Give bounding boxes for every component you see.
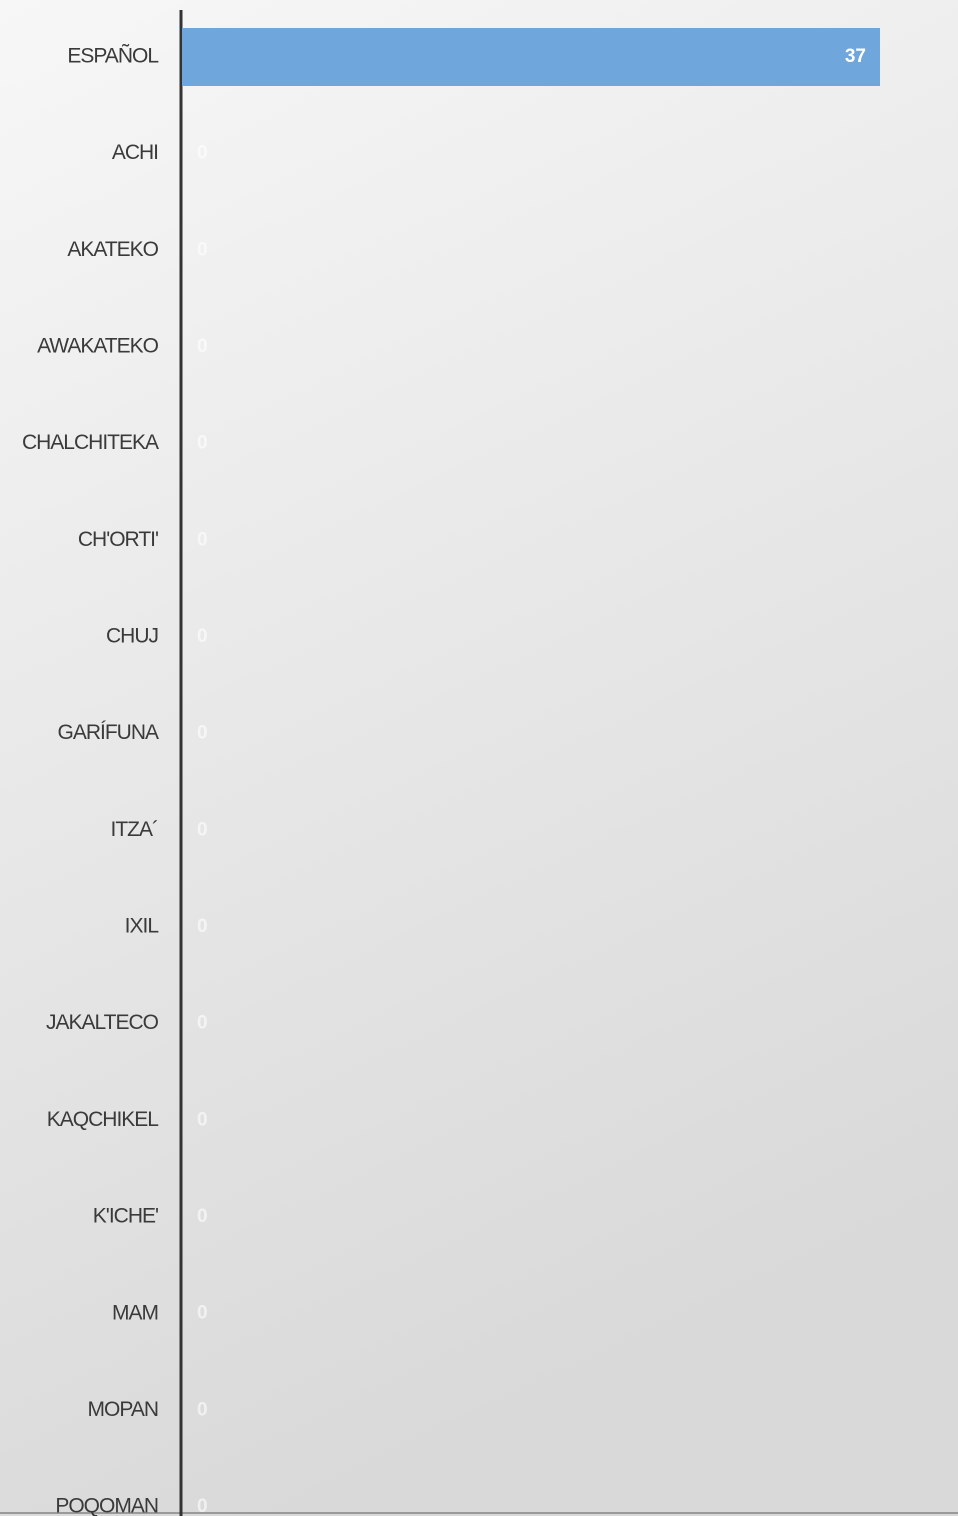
category-label: AWAKATEKO: [37, 335, 159, 358]
value-label: 0: [197, 143, 208, 164]
value-label: 0: [197, 1206, 208, 1227]
value-label: 0: [197, 819, 208, 840]
category-label: MOPAN: [88, 1398, 158, 1421]
value-label: 37: [845, 46, 866, 67]
value-label: 0: [197, 529, 208, 550]
category-label: CH'ORTI': [78, 528, 158, 551]
value-label: 0: [197, 1303, 208, 1324]
category-label: CHUJ: [106, 625, 158, 648]
value-label: 0: [197, 239, 208, 260]
value-label: 0: [197, 433, 208, 454]
value-label: 0: [197, 723, 208, 744]
value-label: 0: [197, 1013, 208, 1034]
value-label: 0: [197, 626, 208, 647]
category-label: ITZA´: [111, 818, 159, 841]
category-label: GARÍFUNA: [57, 721, 159, 744]
category-label: POQOMAN: [55, 1495, 158, 1516]
category-label: CHALCHITEKA: [22, 431, 159, 454]
category-label: JAKALTECO: [46, 1011, 159, 1034]
value-label: 0: [197, 1399, 208, 1420]
value-label: 0: [197, 336, 208, 357]
category-label: MAM: [112, 1301, 158, 1324]
category-label: KAQCHIKEL: [47, 1108, 159, 1131]
value-label: 0: [197, 1496, 208, 1516]
value-label: 0: [197, 916, 208, 937]
bar: [182, 28, 880, 86]
category-label: K'ICHE': [93, 1205, 158, 1228]
value-label: 0: [197, 1109, 208, 1130]
category-label: ACHI: [112, 141, 158, 164]
category-label: IXIL: [125, 915, 159, 938]
category-label: AKATEKO: [67, 238, 158, 261]
category-label: ESPAÑOL: [67, 44, 158, 68]
